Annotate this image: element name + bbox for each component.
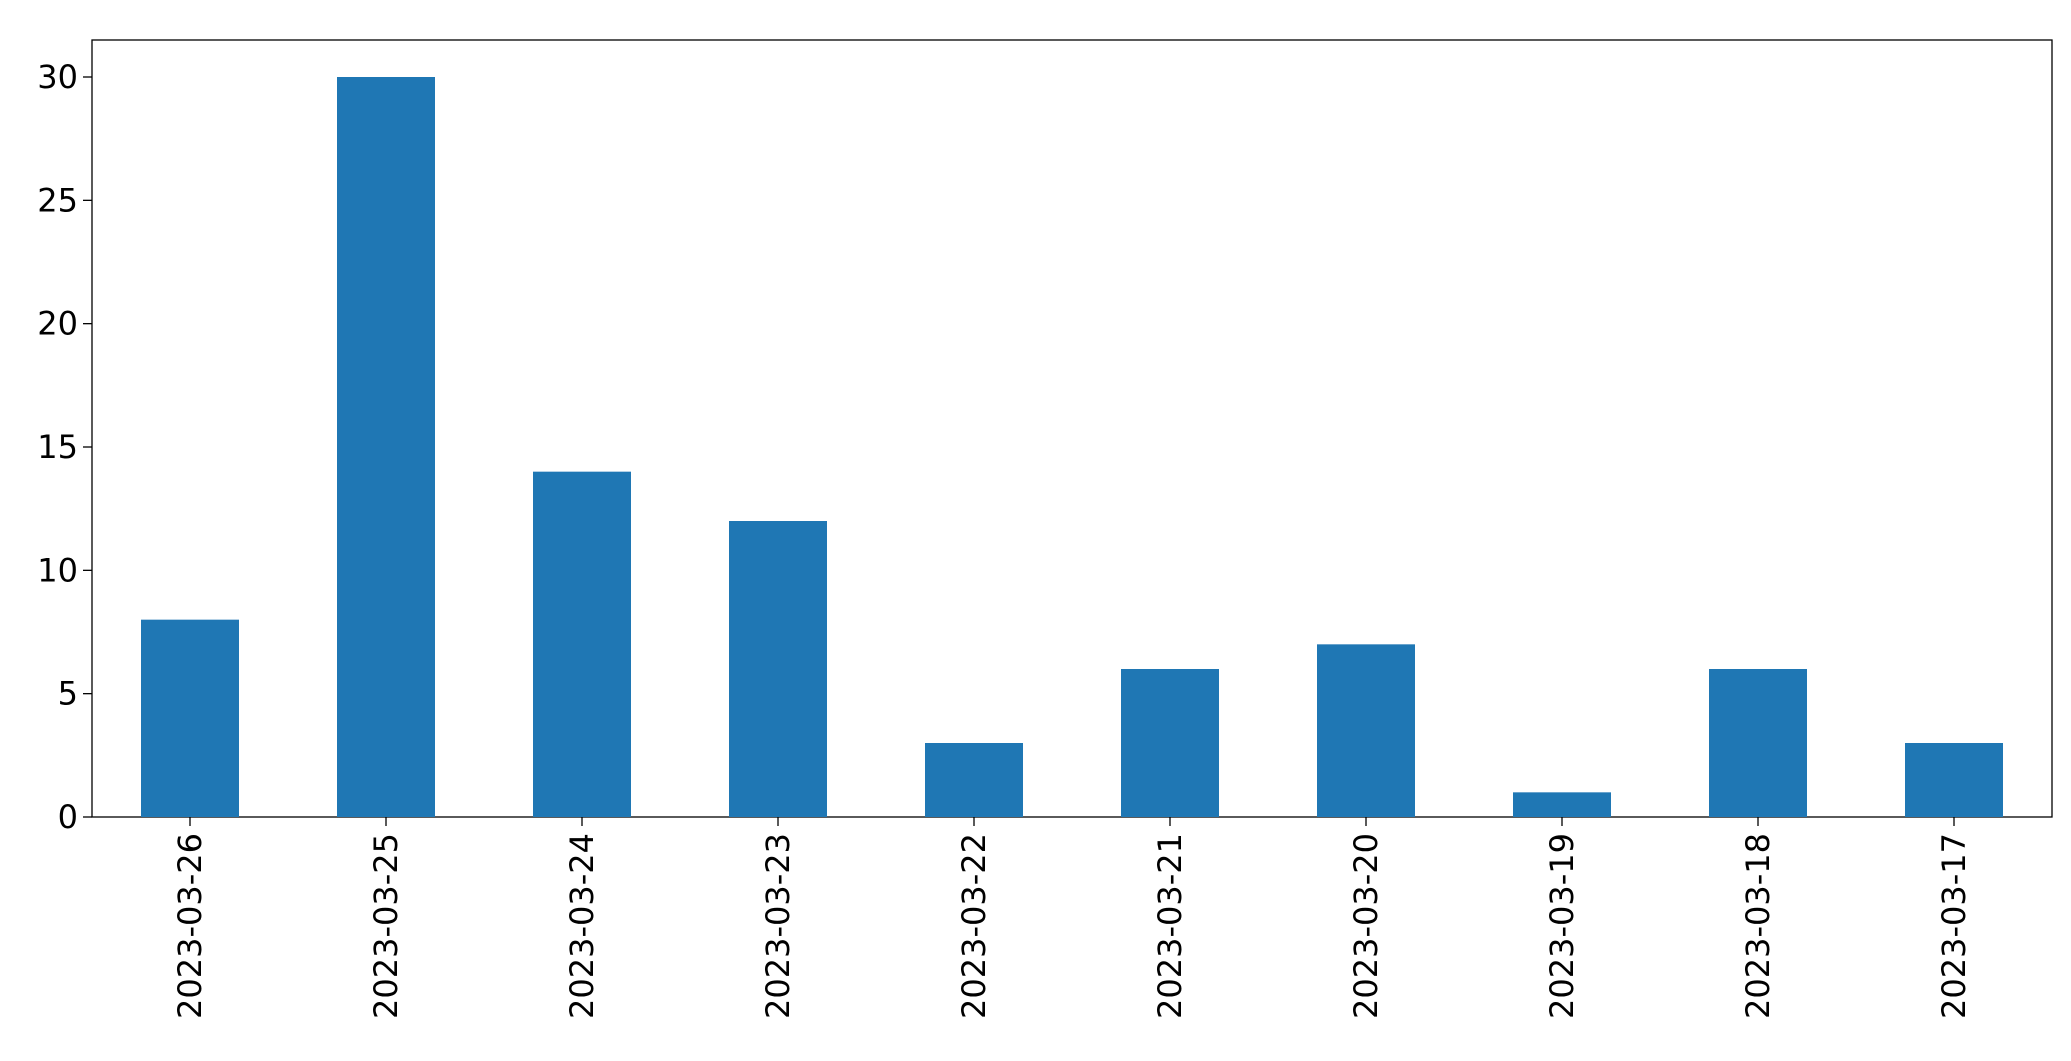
bar [1709,669,1807,817]
x-tick-label: 2023-03-22 [955,833,993,1019]
y-tick-label: 20 [37,305,78,343]
x-tick-label: 2023-03-23 [759,833,797,1019]
y-tick-label: 10 [37,551,78,589]
y-tick-label: 0 [58,798,78,836]
y-tick-label: 5 [58,675,78,713]
y-tick-label: 15 [37,428,78,466]
y-tick-label: 25 [37,181,78,219]
bar [533,471,631,817]
bar [1513,792,1611,817]
bar [925,743,1023,817]
bar [141,619,239,817]
x-tick-label: 2023-03-20 [1347,833,1385,1019]
bar [1121,669,1219,817]
x-tick-label: 2023-03-26 [171,833,209,1019]
plot-frame [91,39,2053,818]
bar [729,521,827,817]
bar [1317,644,1415,817]
x-tick-label: 2023-03-24 [563,833,601,1019]
x-tick-label: 2023-03-17 [1935,833,1973,1019]
x-tick-label: 2023-03-19 [1543,833,1581,1019]
x-tick-label: 2023-03-21 [1151,833,1189,1019]
bar [337,77,435,817]
y-tick-label: 30 [37,58,78,96]
x-tick-label: 2023-03-18 [1739,833,1777,1019]
x-tick-label: 2023-03-25 [367,833,405,1019]
bar [1905,743,2003,817]
